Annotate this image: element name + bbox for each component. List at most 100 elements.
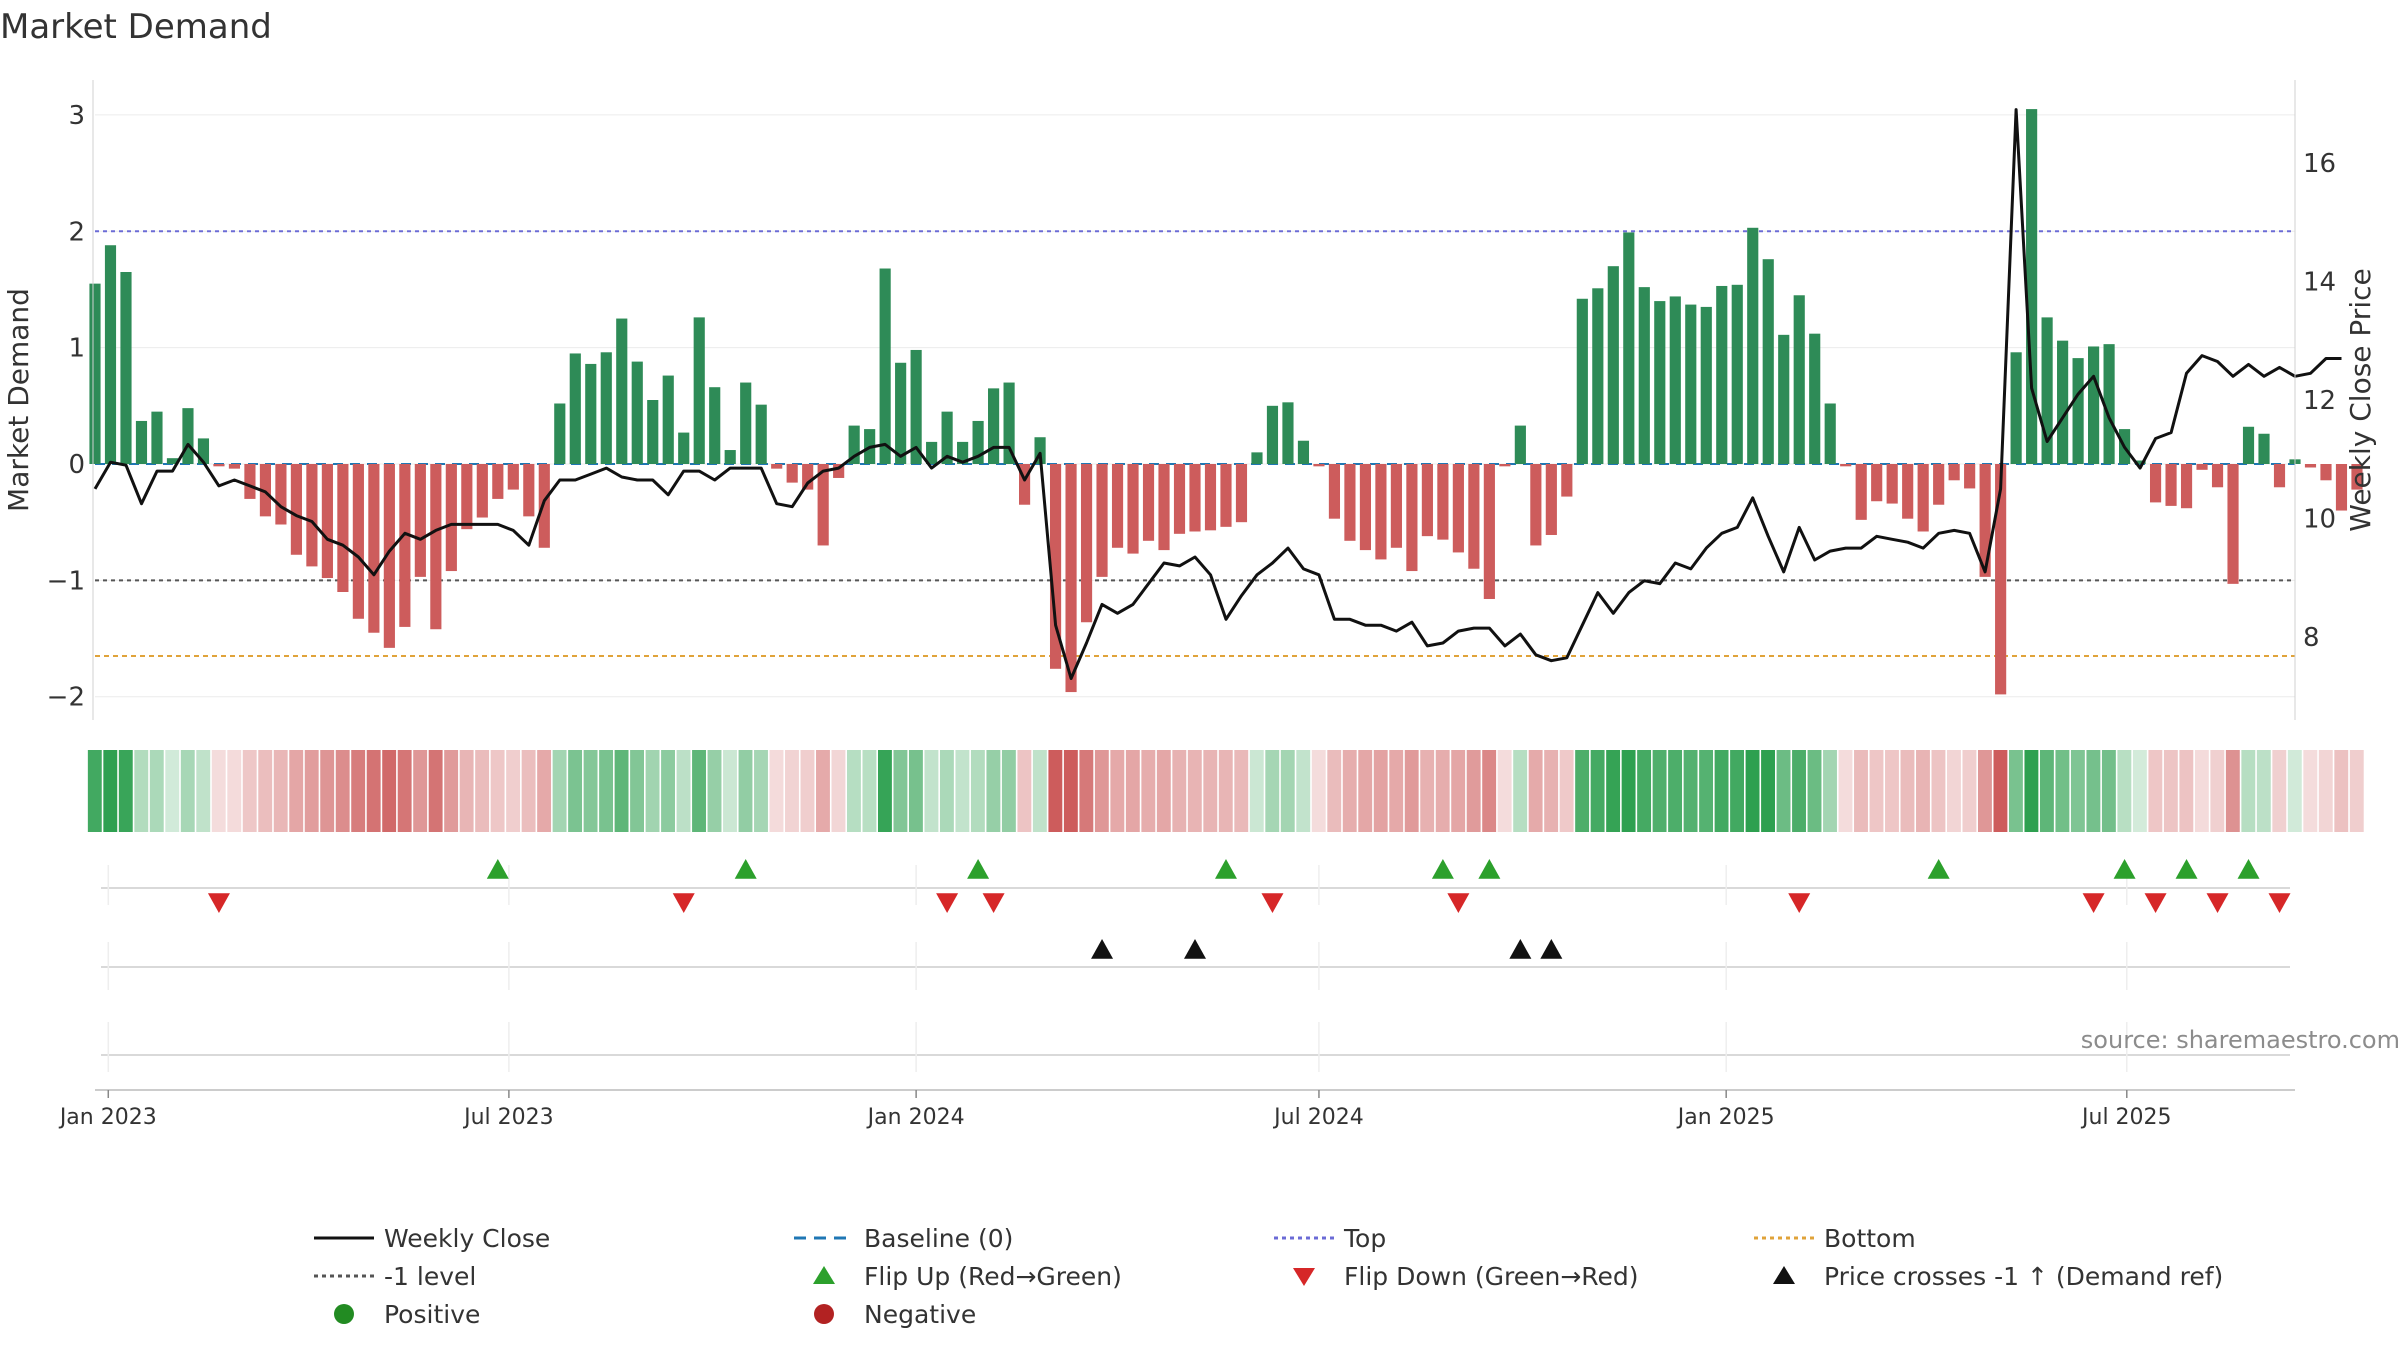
- heat-cell-negative: [2334, 750, 2349, 832]
- heat-cell-positive: [645, 750, 660, 832]
- heat-cell-negative: [413, 750, 428, 832]
- legend-label: -1 level: [384, 1262, 476, 1291]
- legend-label: Top: [1343, 1224, 1386, 1253]
- heat-cell-positive: [723, 750, 737, 832]
- negative-bar: [1080, 464, 1093, 623]
- heat-cell-negative: [1373, 750, 1388, 832]
- heat-cell-negative: [1110, 750, 1125, 832]
- legend-label: Bottom: [1824, 1224, 1916, 1253]
- positive-bar: [2057, 340, 2069, 464]
- heat-cell-negative: [2225, 750, 2240, 832]
- legend-item: Top: [1274, 1224, 1386, 1253]
- heat-cell-negative: [1869, 750, 1884, 832]
- positive-bar: [678, 432, 690, 464]
- negative-bar: [1344, 464, 1356, 541]
- heat-cell-negative: [1404, 750, 1419, 832]
- heat-cell-positive: [1590, 750, 1605, 832]
- negative-bar: [383, 464, 395, 648]
- negative-bar: [1142, 464, 1155, 541]
- heat-cell-positive: [1683, 750, 1698, 832]
- flip-down-marker: [207, 893, 230, 913]
- heat-cell-positive: [614, 750, 629, 832]
- legend-label: Negative: [864, 1300, 976, 1329]
- legend-item: Weekly Close: [314, 1224, 550, 1253]
- source-note: source: sharemaestro.com: [2081, 1026, 2400, 1054]
- heat-cell-positive: [908, 750, 923, 832]
- heat-cell-negative: [397, 750, 412, 832]
- demand-bars: [89, 109, 2363, 695]
- heat-cell-negative: [1172, 750, 1187, 832]
- legend-label: Flip Up (Red→Green): [864, 1262, 1122, 1291]
- negative-bar: [476, 464, 488, 518]
- y-tick-label-left: −1: [47, 566, 85, 596]
- negative-bar: [1173, 464, 1186, 534]
- heat-cell-negative: [227, 750, 242, 832]
- heat-cell-positive: [862, 750, 877, 832]
- heat-cell-negative: [475, 750, 490, 832]
- heat-cell-negative: [1947, 750, 1961, 832]
- negative-bar: [1933, 464, 1945, 505]
- negative-bar: [786, 464, 798, 483]
- positive-bar: [693, 317, 705, 464]
- negative-bar: [275, 464, 287, 525]
- heat-cell-negative: [211, 750, 226, 832]
- negative-bar: [817, 464, 829, 546]
- heat-cell-positive: [103, 750, 118, 832]
- heat-cell-positive: [847, 750, 861, 832]
- positive-bar: [600, 352, 612, 464]
- y-tick-label-left: 3: [68, 101, 85, 131]
- negative-bar: [1111, 464, 1124, 548]
- heat-cell-positive: [118, 750, 133, 832]
- y-tick-label-right: 16: [2303, 149, 2336, 179]
- positive-bar: [151, 411, 163, 464]
- heat-cell-positive: [955, 750, 970, 832]
- heat-cell-positive: [2024, 750, 2039, 832]
- heat-cell-negative: [800, 750, 815, 832]
- y-tick-label-right: 10: [2303, 505, 2336, 535]
- negative-bar: [1375, 464, 1387, 560]
- heat-cell-negative: [785, 750, 799, 832]
- legend-label: Baseline (0): [864, 1224, 1013, 1253]
- heat-cell-negative: [1497, 750, 1512, 832]
- reference-lines: [95, 230, 2295, 657]
- y-tick-label-right: 14: [2303, 267, 2336, 297]
- legend-swatch: [814, 1304, 834, 1324]
- negative-bar: [1995, 464, 2007, 695]
- positive-bar: [2026, 109, 2038, 464]
- positive-bar: [2010, 352, 2022, 464]
- heat-cell-negative: [1203, 750, 1218, 832]
- flip-up-marker: [2113, 859, 2136, 879]
- heat-cell-positive: [1668, 750, 1683, 832]
- heat-cell-negative: [1420, 750, 1435, 832]
- negative-bar: [213, 464, 225, 467]
- heat-cell-positive: [2055, 750, 2070, 832]
- heat-cell-positive: [180, 750, 195, 832]
- heat-cell-negative: [366, 750, 381, 832]
- heat-cell-positive: [939, 750, 954, 832]
- negative-bar: [1483, 464, 1495, 599]
- negative-bar: [430, 464, 442, 630]
- legend-swatch: [1293, 1268, 1315, 1286]
- positive-bar: [988, 388, 1000, 464]
- positive-bar: [569, 353, 581, 464]
- heat-cell-negative: [304, 750, 319, 832]
- legend-item: Price crosses -1 ↑ (Demand ref): [1773, 1262, 2223, 1291]
- heat-cell-negative: [428, 750, 443, 832]
- positive-bar: [1576, 298, 1588, 464]
- negative-bar: [833, 464, 845, 478]
- heat-cell-positive: [1792, 750, 1806, 832]
- heat-cell-positive: [2132, 750, 2147, 832]
- flip-up-marker: [1431, 859, 1454, 879]
- positive-bar: [1747, 227, 1759, 464]
- heat-cell-positive: [893, 750, 908, 832]
- heat-cell-positive: [165, 750, 180, 832]
- negative-bar: [1235, 464, 1248, 523]
- x-tick-label: Jul 2025: [2080, 1105, 2172, 1130]
- flip-down-marker: [1447, 893, 1470, 913]
- flip-down-marker: [2082, 893, 2105, 913]
- heat-cell-positive: [877, 750, 892, 832]
- negative-bar: [1530, 464, 1542, 546]
- flip-down-marker: [672, 893, 695, 913]
- positive-bar: [197, 438, 210, 464]
- heat-cell-positive: [149, 750, 164, 832]
